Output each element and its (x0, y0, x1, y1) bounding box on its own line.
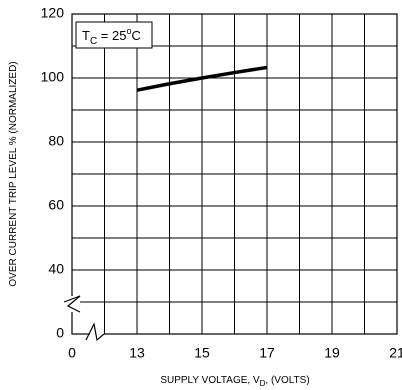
x-label-part: SUPPLY VOLTAGE, V (160, 375, 260, 386)
x-label-part: , (VOLTS) (265, 375, 309, 386)
y-tick-label: 80 (48, 133, 64, 149)
annotation-part: o (126, 26, 131, 36)
x-tick-label: 17 (259, 345, 275, 361)
y-axis-label: OVER CURRENT TRIP LEVEL % (NORMALIZED) (8, 61, 19, 286)
y-tick-label: 100 (41, 69, 65, 85)
data-line (136, 65, 268, 92)
x-axis-break (85, 322, 105, 342)
x-tick-label: 13 (129, 345, 145, 361)
y-tick-label: 60 (48, 197, 64, 213)
y-tick-label: 0 (56, 325, 64, 341)
y-tick-label: 120 (41, 5, 65, 21)
x-tick-label: 15 (194, 345, 210, 361)
y-axis-break (63, 295, 81, 313)
annotation-part: C (131, 28, 140, 43)
x-label-part: D (260, 379, 266, 388)
annotation-part: = 25 (97, 28, 126, 43)
x-tick-label: 0 (68, 345, 76, 361)
annotation-box (75, 21, 153, 49)
annotation-part: T (82, 28, 90, 43)
break-mask (90, 326, 104, 342)
annotation: TC = 25oC (82, 26, 141, 47)
x-axis-label: SUPPLY VOLTAGE, VD, (VOLTS) (160, 375, 309, 388)
y-tick-label: 40 (48, 261, 64, 277)
annotation-part: C (90, 36, 97, 47)
x-tick-label: 19 (324, 345, 340, 361)
x-tick-label: 21 (389, 345, 402, 361)
